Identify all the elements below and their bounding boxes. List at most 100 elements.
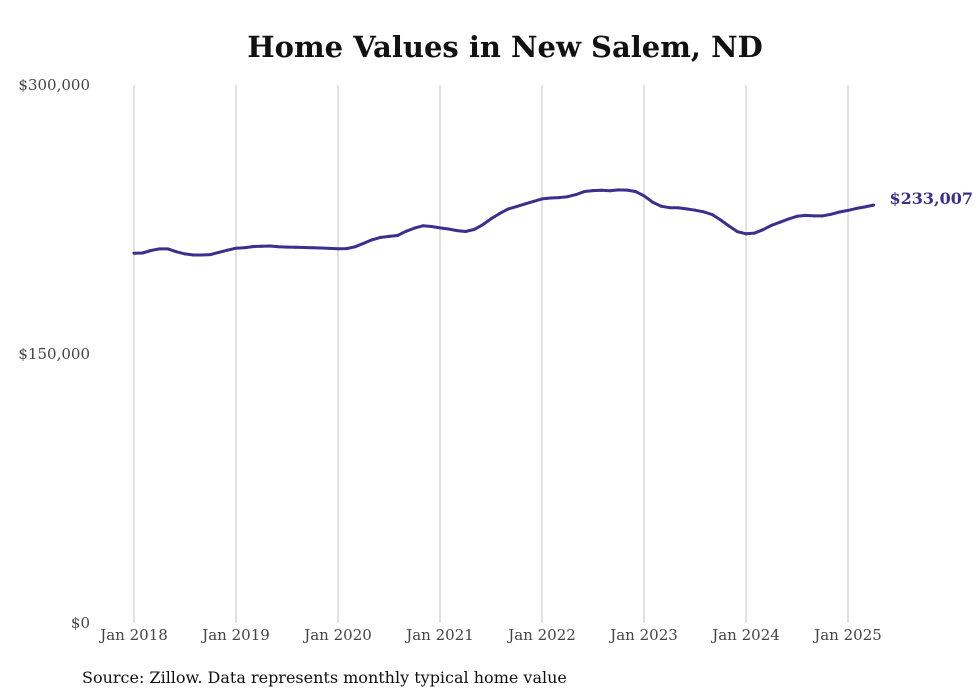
data-point <box>234 246 238 250</box>
data-point <box>395 233 399 237</box>
data-point <box>668 206 671 210</box>
end-label-group: $233,007 <box>890 189 974 208</box>
data-point <box>353 245 357 249</box>
data-point <box>625 188 629 192</box>
data-point <box>387 234 391 238</box>
data-point <box>404 229 408 233</box>
data-point <box>795 214 799 218</box>
data-point <box>617 188 620 192</box>
data-point <box>591 189 595 193</box>
data-point <box>175 250 179 254</box>
data-point <box>701 210 705 214</box>
x-axis: Jan 2018 Jan 2019 Jan 2020 Jan 2021 Jan 2022… <box>98 626 882 644</box>
data-point <box>132 251 136 255</box>
data-point <box>370 238 374 242</box>
data-point <box>727 224 731 228</box>
x-tick-label: Jan 2020 <box>302 626 372 644</box>
data-point <box>812 214 816 218</box>
data-point <box>515 205 518 209</box>
data-point <box>829 212 833 216</box>
y-tick-label: $300,000 <box>18 76 90 94</box>
data-point <box>642 194 646 198</box>
data-point <box>634 190 638 194</box>
y-tick-label: $0 <box>71 614 90 632</box>
data-point <box>574 193 578 197</box>
data-point <box>523 202 527 206</box>
data-point <box>217 250 221 254</box>
data-point <box>140 251 144 255</box>
data-point <box>736 230 740 234</box>
data-point <box>821 214 824 218</box>
data-point <box>506 207 510 211</box>
data-point <box>863 205 867 209</box>
x-tick-label: Jan 2025 <box>812 626 882 644</box>
data-point <box>328 246 332 250</box>
data-point <box>268 244 272 248</box>
data-point <box>251 245 255 249</box>
data-point <box>149 249 153 253</box>
series-line <box>132 188 875 257</box>
data-point <box>481 223 485 227</box>
data-point <box>540 197 544 201</box>
data-point <box>472 228 476 232</box>
data-point <box>226 248 230 252</box>
data-point <box>362 241 365 245</box>
data-point <box>719 218 722 222</box>
data-point <box>242 246 246 250</box>
data-point <box>285 245 289 249</box>
data-point <box>676 206 680 210</box>
data-point <box>497 212 501 216</box>
x-tick-label: Jan 2021 <box>404 626 474 644</box>
data-point <box>379 235 383 239</box>
data-point <box>761 228 765 232</box>
chart-title: Home Values in New Salem, ND <box>247 30 763 64</box>
source-note: Source: Zillow. Data represents monthly … <box>82 668 567 687</box>
data-point <box>260 244 263 248</box>
data-point <box>489 217 493 221</box>
data-point <box>293 245 297 249</box>
data-point <box>659 204 663 208</box>
data-point <box>744 232 748 236</box>
data-point <box>778 220 782 224</box>
data-point <box>191 253 195 257</box>
data-point <box>803 213 807 217</box>
data-point <box>319 246 323 250</box>
data-point <box>872 203 875 207</box>
data-point <box>311 246 314 250</box>
data-point <box>336 247 340 251</box>
data-point <box>787 217 791 221</box>
data-point <box>685 207 689 211</box>
data-point <box>693 208 697 212</box>
data-point <box>532 199 536 203</box>
data-point <box>557 196 561 200</box>
y-tick-label: $150,000 <box>18 345 90 363</box>
data-point <box>421 224 425 228</box>
data-point <box>166 247 170 251</box>
y-axis: $0 $150,000 $300,000 <box>18 76 90 632</box>
data-point <box>200 253 204 257</box>
data-point <box>455 229 459 233</box>
data-point <box>277 245 281 249</box>
series-group <box>132 188 875 257</box>
data-point <box>710 212 714 216</box>
data-point <box>846 208 850 212</box>
x-tick-label: Jan 2023 <box>608 626 678 644</box>
data-point <box>770 223 773 227</box>
end-value-label: $233,007 <box>890 189 974 208</box>
data-point <box>302 245 306 249</box>
data-point <box>650 200 654 204</box>
data-point <box>158 247 161 251</box>
data-point <box>548 196 552 200</box>
data-point <box>752 231 756 235</box>
data-point <box>344 247 348 251</box>
x-tick-label: Jan 2022 <box>506 626 576 644</box>
gridlines <box>133 85 849 623</box>
x-tick-label: Jan 2018 <box>98 626 168 644</box>
data-point <box>413 226 416 230</box>
data-point <box>838 210 842 214</box>
x-tick-label: Jan 2024 <box>710 626 780 644</box>
data-point <box>183 252 187 256</box>
data-point <box>430 224 434 228</box>
x-tick-label: Jan 2019 <box>200 626 270 644</box>
